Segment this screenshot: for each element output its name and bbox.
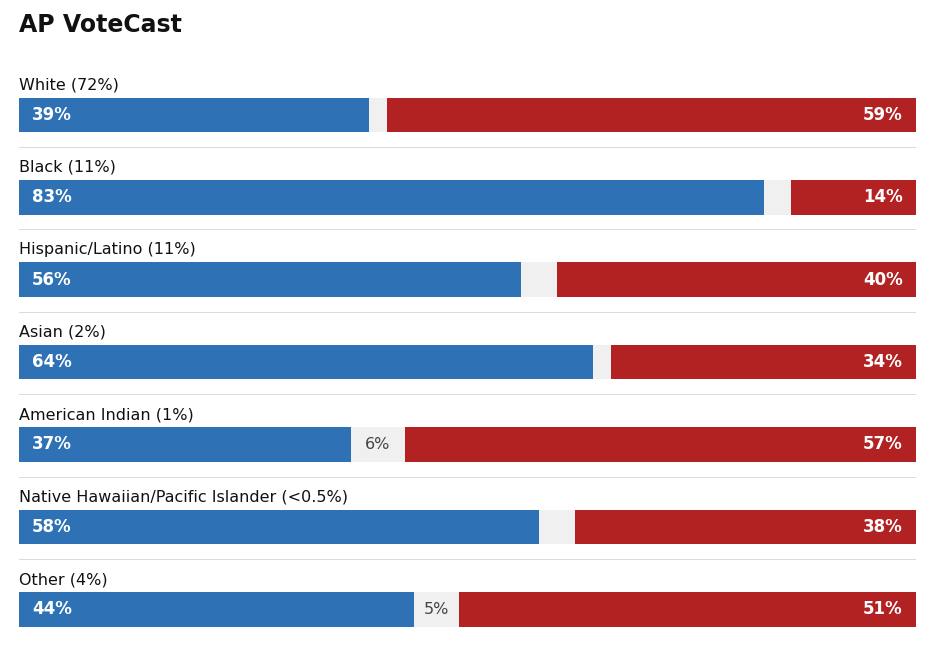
Text: 83%: 83% bbox=[32, 188, 72, 206]
Text: 37%: 37% bbox=[32, 436, 72, 454]
Bar bbox=[19, 592, 413, 627]
Text: 38%: 38% bbox=[863, 518, 903, 536]
Bar bbox=[19, 180, 764, 214]
Text: 58%: 58% bbox=[32, 518, 72, 536]
Bar bbox=[458, 592, 916, 627]
Text: Asian (2%): Asian (2%) bbox=[19, 325, 106, 340]
Text: 6%: 6% bbox=[365, 437, 391, 452]
Bar bbox=[539, 510, 575, 544]
Text: 64%: 64% bbox=[32, 353, 72, 371]
Text: 5%: 5% bbox=[424, 602, 449, 617]
Bar bbox=[522, 263, 557, 297]
Bar bbox=[387, 98, 916, 132]
Text: Other (4%): Other (4%) bbox=[19, 572, 108, 587]
Bar bbox=[19, 98, 368, 132]
Bar bbox=[575, 510, 916, 544]
Text: AP VoteCast: AP VoteCast bbox=[19, 13, 181, 37]
Bar bbox=[557, 263, 916, 297]
Bar bbox=[19, 427, 351, 462]
Text: White (72%): White (72%) bbox=[19, 77, 119, 93]
Text: Native Hawaiian/Pacific Islander (<0.5%): Native Hawaiian/Pacific Islander (<0.5%) bbox=[19, 490, 348, 504]
Bar bbox=[593, 345, 611, 379]
Text: 59%: 59% bbox=[863, 106, 903, 124]
Text: 57%: 57% bbox=[863, 436, 903, 454]
Bar bbox=[413, 592, 458, 627]
Bar bbox=[764, 180, 791, 214]
Bar bbox=[611, 345, 916, 379]
Text: 40%: 40% bbox=[863, 271, 903, 289]
Bar bbox=[19, 510, 539, 544]
Bar bbox=[405, 427, 916, 462]
Text: 14%: 14% bbox=[863, 188, 903, 206]
Text: American Indian (1%): American Indian (1%) bbox=[19, 407, 194, 422]
Text: Black (11%): Black (11%) bbox=[19, 160, 116, 175]
Bar bbox=[19, 263, 522, 297]
Bar bbox=[368, 98, 387, 132]
Text: 44%: 44% bbox=[32, 601, 72, 619]
Bar bbox=[19, 345, 593, 379]
Bar bbox=[351, 427, 405, 462]
Text: 34%: 34% bbox=[863, 353, 903, 371]
Text: 56%: 56% bbox=[32, 271, 72, 289]
Text: 39%: 39% bbox=[32, 106, 72, 124]
Bar bbox=[791, 180, 916, 214]
Text: 51%: 51% bbox=[863, 601, 903, 619]
Text: Hispanic/Latino (11%): Hispanic/Latino (11%) bbox=[19, 242, 195, 257]
